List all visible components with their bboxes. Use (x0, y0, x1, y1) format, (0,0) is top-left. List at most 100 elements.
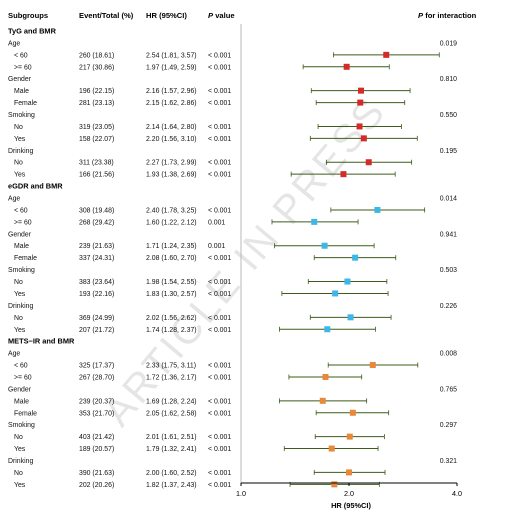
header-p-suffix: value (213, 11, 235, 20)
subgroup-label: Gender (8, 386, 32, 393)
x-tick-label: 2.0 (344, 489, 354, 498)
hr-ci-cell: 1.82 (1.37, 2.43) (146, 482, 197, 489)
hr-ci-cell: 1.79 (1.32, 2.41) (146, 446, 197, 453)
event-total-cell: 166 (21.56) (79, 172, 114, 179)
level-label: Male (14, 243, 29, 250)
level-label: No (14, 470, 23, 477)
hr-point-marker (328, 445, 335, 452)
subgroup-label: Age (8, 196, 20, 203)
event-total-cell: 369 (24.99) (79, 315, 114, 322)
level-label: Yes (14, 482, 26, 489)
p-interaction: 0.503 (440, 267, 457, 274)
level-label: Yes (14, 327, 26, 334)
header-pint-suffix: for interaction (423, 11, 477, 20)
subgroup-label: Drinking (8, 458, 33, 465)
event-total-cell: 390 (21.63) (79, 470, 114, 477)
p-interaction: 0.019 (440, 40, 457, 47)
level-label: < 60 (14, 52, 28, 59)
hr-ci-cell: 2.20 (1.56, 3.10) (146, 136, 197, 143)
hr-point-marker (349, 409, 356, 416)
hr-point-marker (340, 171, 347, 178)
hr-ci-cell: 2.02 (1.56, 2.62) (146, 315, 197, 322)
hr-point-marker (319, 397, 326, 404)
p-interaction: 0.226 (440, 303, 457, 310)
hr-point-marker (357, 99, 364, 106)
watermark-text: ARTICLE IN PRESS (95, 89, 395, 434)
p-value-cell: < 0.001 (208, 410, 231, 417)
hr-point-marker (322, 373, 329, 380)
p-interaction: 0.008 (440, 351, 457, 358)
p-value-cell: < 0.001 (208, 88, 231, 95)
hr-point-marker (365, 159, 372, 166)
hr-ci-cell: 2.08 (1.60, 2.70) (146, 255, 197, 262)
level-label: Yes (14, 172, 26, 179)
level-label: Yes (14, 136, 26, 143)
hr-ci-cell: 2.16 (1.57, 2.96) (146, 88, 197, 95)
p-value-cell: 0.001 (208, 219, 225, 226)
event-total-cell: 337 (24.31) (79, 255, 114, 262)
table-rows: TyG and BMR Age 0.019 < 60 260 (18.61) 2.54 (… (8, 27, 457, 489)
level-label: >= 60 (14, 219, 32, 226)
level-label: No (14, 124, 23, 131)
p-value-cell: < 0.001 (208, 64, 231, 71)
p-value-cell: < 0.001 (208, 172, 231, 179)
hr-point-marker (324, 326, 331, 333)
level-label: Female (14, 255, 37, 262)
level-label: Male (14, 88, 29, 95)
event-total-cell: 260 (18.61) (79, 52, 114, 59)
level-label: >= 60 (14, 374, 32, 381)
hr-ci-cell: 2.27 (1.73, 2.99) (146, 160, 197, 167)
group-title: eGDR and BMR (8, 182, 63, 191)
hr-point-marker (321, 242, 328, 249)
hr-point-marker (311, 218, 318, 225)
level-label: Yes (14, 446, 26, 453)
p-interaction: 0.014 (440, 196, 457, 203)
subgroup-label: Age (8, 351, 20, 358)
p-interaction: 0.810 (440, 76, 457, 83)
event-total-cell: 217 (30.86) (79, 64, 114, 71)
level-label: < 60 (14, 363, 28, 370)
hr-ci-cell: 2.14 (1.64, 2.80) (146, 124, 197, 131)
p-value-cell: < 0.001 (208, 279, 231, 286)
hr-ci-cell: 2.15 (1.62, 2.86) (146, 100, 197, 107)
hr-point-marker (360, 135, 367, 142)
hr-ci-cell: 1.83 (1.30, 2.57) (146, 291, 197, 298)
event-total-cell: 239 (20.37) (79, 398, 114, 405)
p-value-cell: < 0.001 (208, 255, 231, 262)
level-label: Female (14, 100, 37, 107)
hr-ci-cell: 2.05 (1.62, 2.58) (146, 410, 197, 417)
subgroup-label: Drinking (8, 148, 33, 155)
x-axis: 1.0 2.0 4.0 HR (95%CI) (236, 482, 462, 510)
event-total-cell: 193 (22.16) (79, 291, 114, 298)
level-label: Male (14, 398, 29, 405)
p-value-cell: < 0.001 (208, 374, 231, 381)
p-value-cell: < 0.001 (208, 136, 231, 143)
x-tick-label: 4.0 (452, 489, 462, 498)
event-total-cell: 196 (22.15) (79, 88, 114, 95)
level-label: Female (14, 410, 37, 417)
hr-ci-cell: 1.69 (1.28, 2.24) (146, 398, 197, 405)
header-hr: HR (95%CI) (146, 11, 187, 20)
hr-ci-cell: 2.33 (1.75, 3.11) (146, 363, 196, 370)
hr-ci-cell: 1.72 (1.36, 2.17) (146, 374, 197, 381)
p-value-cell: < 0.001 (208, 434, 231, 441)
hr-point-marker (374, 206, 381, 213)
level-label: No (14, 279, 23, 286)
subgroup-label: Smoking (8, 267, 35, 274)
event-total-cell: 189 (20.57) (79, 446, 114, 453)
hr-point-marker (331, 481, 338, 488)
hr-point-marker (356, 123, 363, 130)
event-total-cell: 207 (21.72) (79, 327, 114, 334)
header-pint-italic: P (418, 11, 424, 20)
event-total-cell: 202 (20.26) (79, 482, 114, 489)
hr-ci-cell: 2.54 (1.81, 3.57) (146, 52, 197, 59)
p-value-cell: 0.001 (208, 243, 225, 250)
p-value-cell: < 0.001 (208, 207, 231, 214)
p-value-cell: < 0.001 (208, 398, 231, 405)
p-interaction: 0.195 (440, 148, 457, 155)
subgroup-label: Drinking (8, 303, 33, 310)
level-label: No (14, 160, 23, 167)
subgroup-label: Smoking (8, 422, 35, 429)
hr-ci-cell: 1.98 (1.54, 2.55) (146, 279, 197, 286)
p-value-cell: < 0.001 (208, 470, 231, 477)
